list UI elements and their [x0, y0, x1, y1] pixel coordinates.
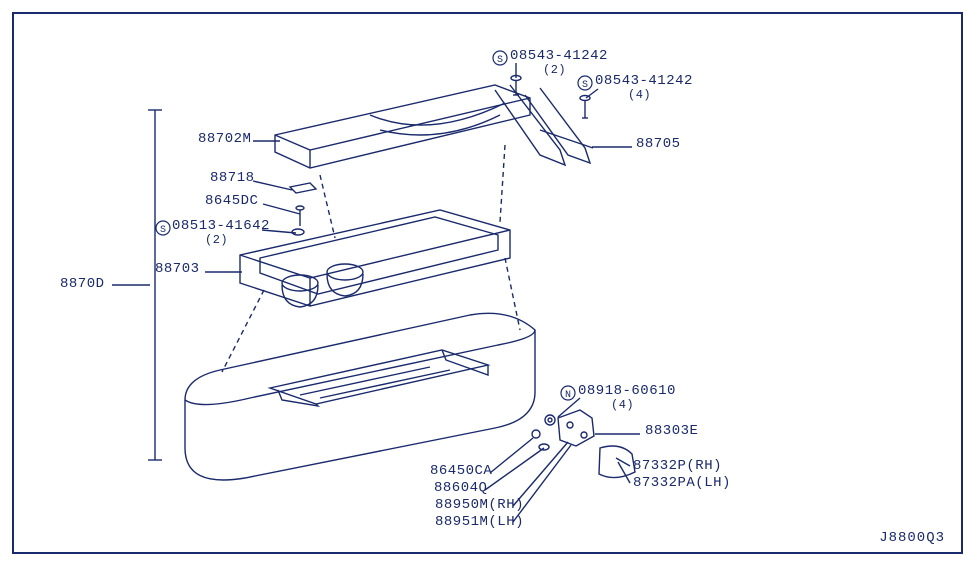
- label-08543-41242a: 08543-41242: [510, 48, 608, 64]
- nut-washer: [532, 415, 555, 450]
- label-08543-41242b-qty: (4): [628, 88, 651, 102]
- label-08513-41642: 08513-41642: [172, 218, 270, 234]
- label-88702M: 88702M: [198, 131, 251, 147]
- cupholder-tray: [240, 210, 510, 307]
- label-88718: 88718: [210, 170, 255, 186]
- svg-text:S: S: [582, 80, 588, 91]
- diagram-canvas: S S S N: [0, 0, 975, 566]
- armrest-base: [185, 313, 535, 480]
- label-88951M: 88951M(LH): [435, 514, 524, 530]
- label-8870D: 8870D: [60, 276, 105, 292]
- hinge-cover: [599, 446, 635, 478]
- label-86450CA: 86450CA: [430, 463, 492, 479]
- svg-text:N: N: [565, 390, 571, 401]
- page-code: J8800Q3: [879, 530, 945, 546]
- latch-assy: [290, 183, 316, 235]
- armrest-lid: [275, 85, 530, 168]
- svg-text:S: S: [160, 225, 166, 236]
- label-88705: 88705: [636, 136, 681, 152]
- label-08918-60610-qty: (4): [611, 398, 634, 412]
- label-87332P: 87332P(RH): [633, 458, 722, 474]
- label-87332PA: 87332PA(LH): [633, 475, 731, 491]
- svg-text:S: S: [497, 55, 503, 66]
- label-88303E: 88303E: [645, 423, 698, 439]
- label-88604Q: 88604Q: [434, 480, 487, 496]
- label-88950M: 88950M(RH): [435, 497, 524, 513]
- label-08543-41242b: 08543-41242: [595, 73, 693, 89]
- label-08918-60610: 08918-60610: [578, 383, 676, 399]
- hinge-bracket: [558, 410, 594, 446]
- label-08513-41642-qty: (2): [205, 233, 228, 247]
- label-08543-41242a-qty: (2): [543, 63, 566, 77]
- label-8645DC: 8645DC: [205, 193, 258, 209]
- label-88703: 88703: [155, 261, 200, 277]
